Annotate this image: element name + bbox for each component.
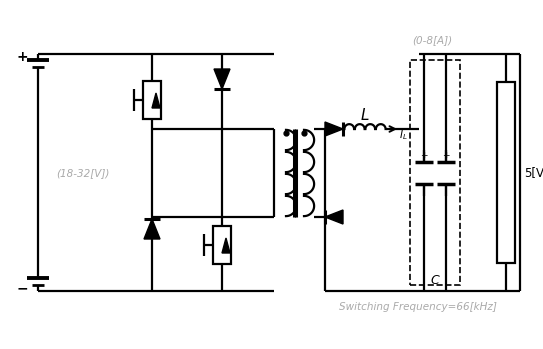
Polygon shape (144, 219, 160, 239)
Polygon shape (222, 238, 230, 253)
Bar (497, 82, 515, 262)
Text: 5[V]: 5[V] (524, 166, 543, 179)
Bar (143, 81, 161, 119)
Text: (18-32[V]): (18-32[V]) (56, 168, 109, 178)
Polygon shape (214, 69, 230, 89)
Polygon shape (325, 210, 343, 224)
Text: Switching Frequency=66[kHz]: Switching Frequency=66[kHz] (339, 302, 497, 312)
Text: C: C (431, 275, 439, 288)
Text: $I_L$: $I_L$ (399, 128, 407, 142)
Text: +: + (16, 50, 28, 64)
Text: L: L (361, 107, 369, 122)
Text: +: + (420, 151, 428, 160)
Polygon shape (325, 122, 343, 136)
Polygon shape (152, 93, 160, 108)
Text: (0-8[A]): (0-8[A]) (412, 35, 452, 45)
Text: −: − (16, 281, 28, 295)
Bar (410, 60, 460, 285)
Bar (213, 226, 231, 264)
Text: +: + (442, 151, 450, 160)
